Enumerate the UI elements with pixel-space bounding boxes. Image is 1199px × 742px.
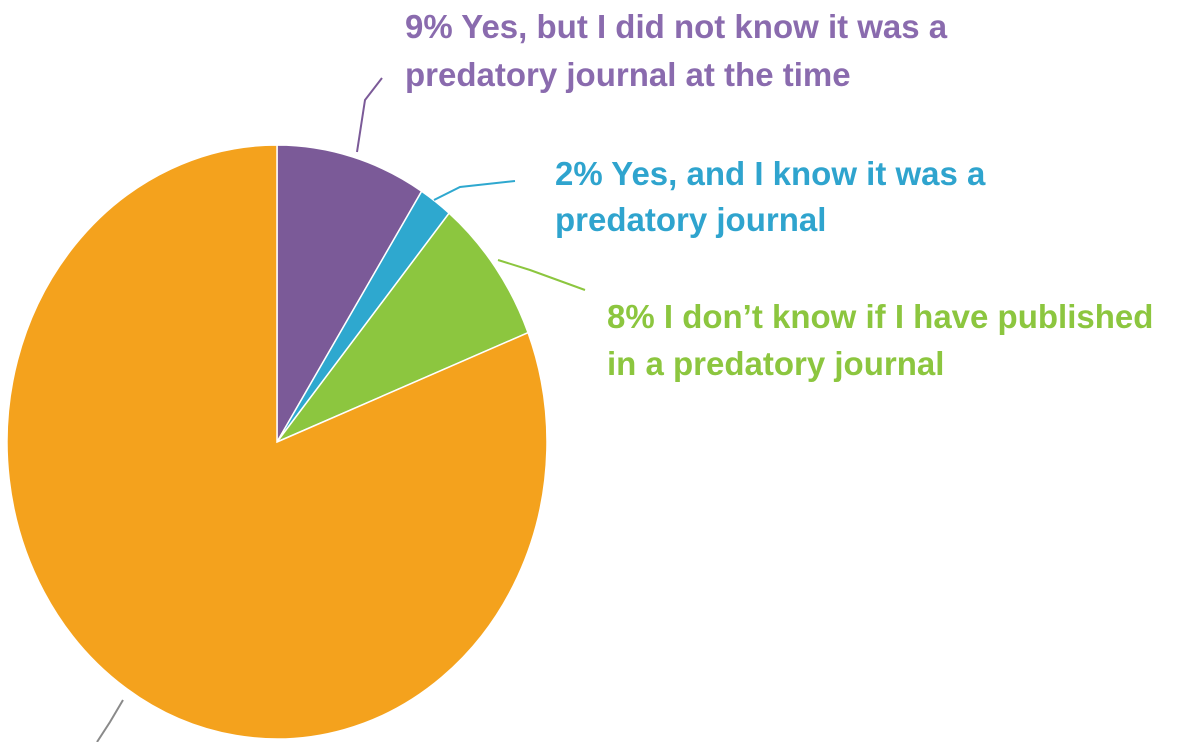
leader-line-2 [433,180,516,201]
slice-label-2-line-1: 2% Yes, and I know it was a [555,155,986,192]
leader-line-1 [356,77,383,153]
pie-slice-4 [6,144,548,740]
slice-label-2-line-2: predatory journal [555,201,826,238]
leader-line-3 [497,259,586,291]
slice-label-1-line-2: predatory journal at the time [405,56,851,93]
slice-label-3-line-1: 8% I don’t know if I have published [607,298,1153,335]
pie-slice-1 [276,144,423,445]
slice-label-1: 9% Yes, but I did not know it was a preda… [405,8,948,93]
slice-label-2: 2% Yes, and I know it was a predatory jou… [555,155,986,238]
slice-label-1-line-1: 9% Yes, but I did not know it was a [405,8,948,45]
pie-slice-3 [274,212,529,444]
slice-label-3-line-2: in a predatory journal [607,345,944,382]
slice-label-3: 8% I don’t know if I have published in a … [607,298,1153,382]
leader-line-4 [96,699,124,742]
